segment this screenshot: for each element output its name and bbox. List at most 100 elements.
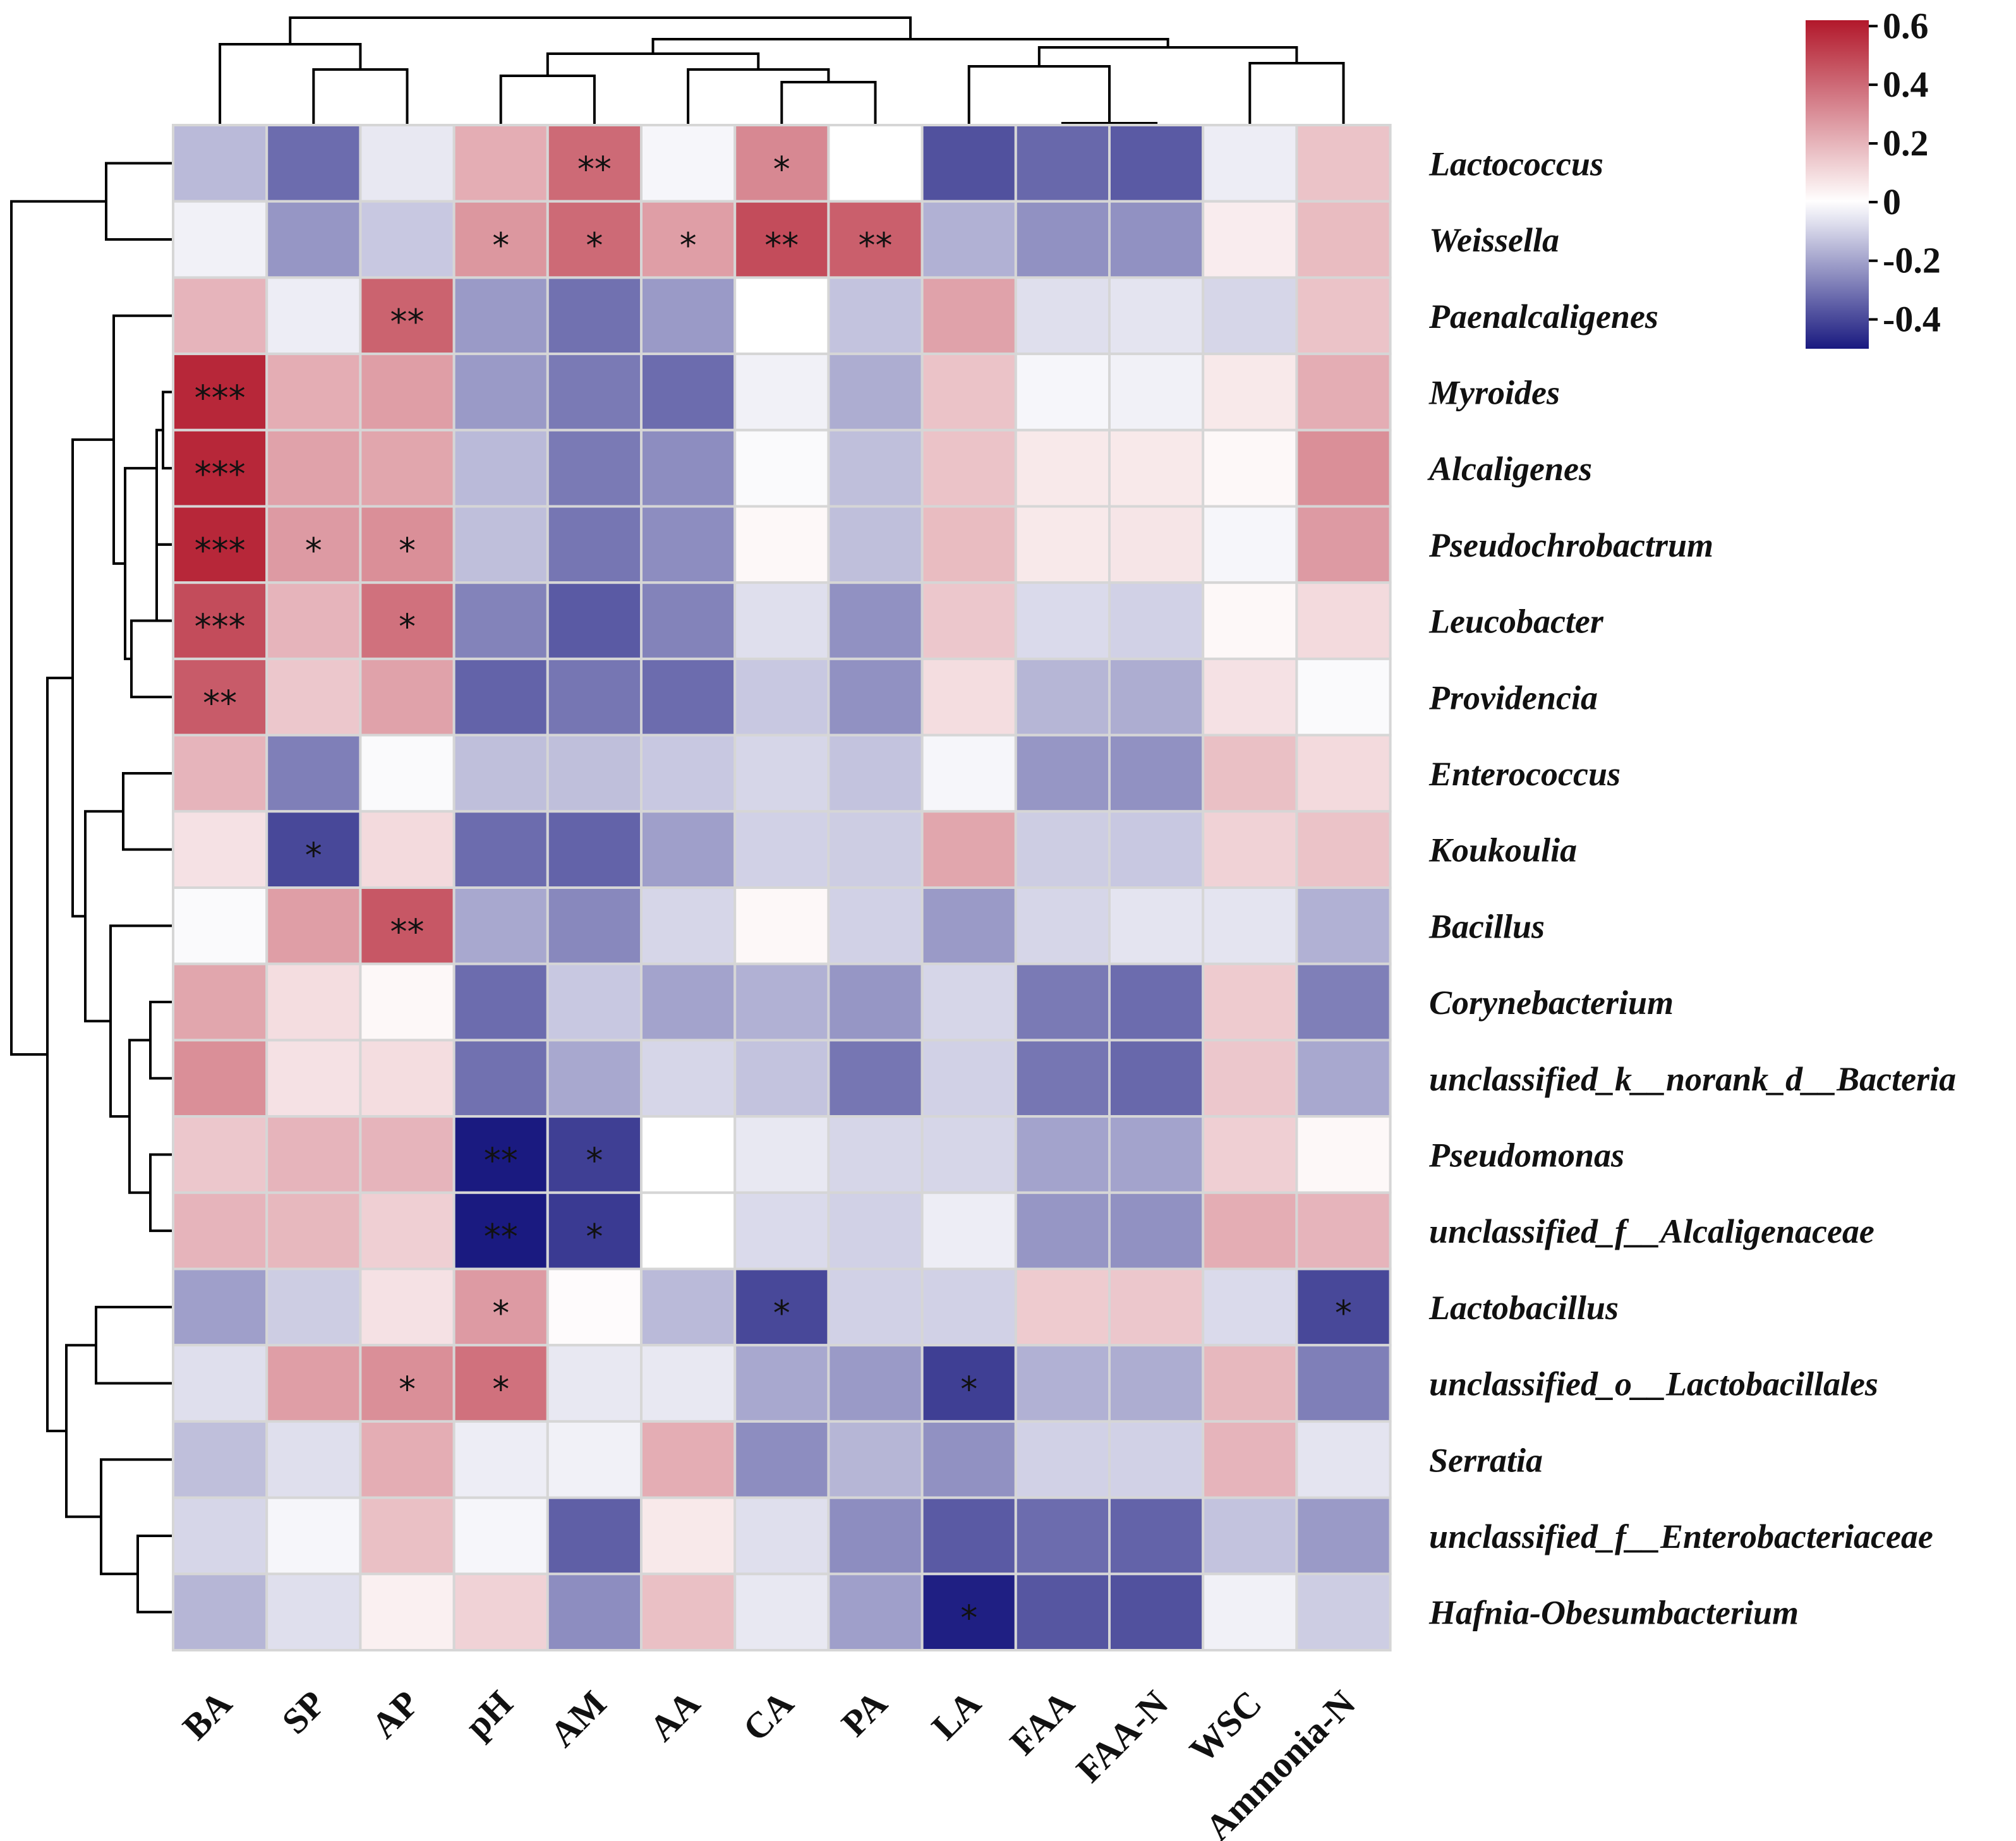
heatmap-cell [359, 1344, 456, 1423]
heatmap-cell [733, 1420, 830, 1499]
heatmap-cell [920, 276, 1017, 356]
heatmap-cell [827, 353, 924, 432]
heatmap-cell [1108, 124, 1205, 203]
heatmap-cell [265, 1496, 362, 1576]
heatmap-cell [172, 1191, 269, 1271]
heatmap-cell [733, 962, 830, 1042]
heatmap-cell [1202, 1496, 1298, 1576]
heatmap-cell [1295, 428, 1392, 508]
heatmap-cell [827, 1267, 924, 1347]
heatmap-cell [546, 124, 643, 203]
heatmap-cell [546, 1344, 643, 1423]
heatmap-cell [172, 1039, 269, 1118]
heatmap-cell [1202, 1191, 1298, 1271]
heatmap-cell [1295, 733, 1392, 813]
row-label: Corynebacterium [1429, 984, 1674, 1022]
heatmap-cell [1108, 1572, 1205, 1652]
heatmap-cell [733, 353, 830, 432]
heatmap-cell [265, 657, 362, 737]
heatmap-cell [1202, 124, 1298, 203]
heatmap-cell [452, 810, 549, 890]
colorbar-tick-label: 0 [1883, 181, 1901, 222]
column-label: BA [174, 1682, 239, 1747]
heatmap-cell [359, 1496, 456, 1576]
heatmap-cell [920, 810, 1017, 890]
colorbar-tick-label: 0.2 [1883, 123, 1929, 164]
heatmap-cell [733, 505, 830, 584]
heatmap-cell [172, 353, 269, 432]
heatmap-cells [172, 124, 1392, 1652]
heatmap-cell [1295, 1039, 1392, 1118]
heatmap-cell [452, 1191, 549, 1271]
heatmap-cell [265, 1420, 362, 1499]
heatmap-cell [1108, 1420, 1205, 1499]
heatmap-cell [1014, 1496, 1111, 1576]
heatmap-cell [640, 810, 737, 890]
heatmap-cell [1202, 1572, 1298, 1652]
heatmap-cell [359, 200, 456, 279]
significance-mark: * [586, 1140, 603, 1180]
heatmap-cell [827, 733, 924, 813]
heatmap-cell [546, 1039, 643, 1118]
heatmap-cell [640, 1267, 737, 1347]
dendrogram-branch [967, 65, 1111, 125]
heatmap-cell [546, 1420, 643, 1499]
significance-mark: ** [577, 149, 612, 189]
heatmap-cell [733, 1344, 830, 1423]
heatmap-cell [172, 810, 269, 890]
heatmap-cell [172, 276, 269, 356]
colorbar-gradient [1806, 20, 1869, 349]
heatmap-cell [640, 1344, 737, 1423]
heatmap-cell [172, 505, 269, 584]
significance-mark: * [305, 836, 322, 876]
heatmap-cell [640, 505, 737, 584]
row-label: Leucobacter [1428, 603, 1604, 641]
heatmap-cell [1108, 428, 1205, 508]
row-label: Pseudochrobactrum [1428, 526, 1713, 564]
heatmap-cell [452, 886, 549, 965]
heatmap-cell [172, 428, 269, 508]
significance-mark: * [680, 226, 697, 265]
column-label: LA [924, 1682, 989, 1747]
row-label: Hafnia-Obesumbacterium [1428, 1594, 1799, 1632]
heatmap-cell [1108, 1039, 1205, 1118]
heatmap-cell [546, 353, 643, 432]
column-label: FAA [1002, 1682, 1082, 1763]
heatmap-cell [1295, 200, 1392, 279]
heatmap-cell [265, 1572, 362, 1652]
significance-mark: ** [203, 683, 237, 723]
heatmap-cell [1014, 353, 1111, 432]
heatmap-cell [1108, 276, 1205, 356]
heatmap-cell [172, 1420, 269, 1499]
heatmap-cell [1202, 505, 1298, 584]
heatmap-cell [359, 124, 456, 203]
heatmap-cell [1202, 200, 1298, 279]
heatmap-cell [1014, 1039, 1111, 1118]
heatmap-cell [640, 124, 737, 203]
heatmap-cell [920, 962, 1017, 1042]
heatmap-cell [733, 657, 830, 737]
row-label: Weissella [1429, 221, 1559, 259]
heatmap-cell [359, 810, 456, 890]
heatmap-cell [920, 657, 1017, 737]
heatmap-cell [1295, 505, 1392, 584]
significance-mark: * [773, 1293, 790, 1333]
heatmap-cell [827, 124, 924, 203]
heatmap-cell [265, 1191, 362, 1271]
heatmap-cell [1202, 276, 1298, 356]
significance-mark: * [492, 1293, 509, 1333]
row-label: Paenalcaligenes [1428, 298, 1658, 335]
row-label: Enterococcus [1428, 755, 1621, 793]
dendrogram-branch [1248, 62, 1345, 125]
significance-mark: * [399, 607, 416, 647]
dendrogram-branch [84, 810, 123, 1023]
row-label: unclassified_k__norank_d__Bacteria [1429, 1060, 1956, 1098]
heatmap-cell [265, 962, 362, 1042]
significance-mark: * [773, 149, 790, 189]
heatmap-cell [1108, 1115, 1205, 1194]
heatmap-cell [1014, 962, 1111, 1042]
significance-mark: * [492, 226, 509, 265]
heatmap-cell [827, 1344, 924, 1423]
heatmap-cell [827, 657, 924, 737]
